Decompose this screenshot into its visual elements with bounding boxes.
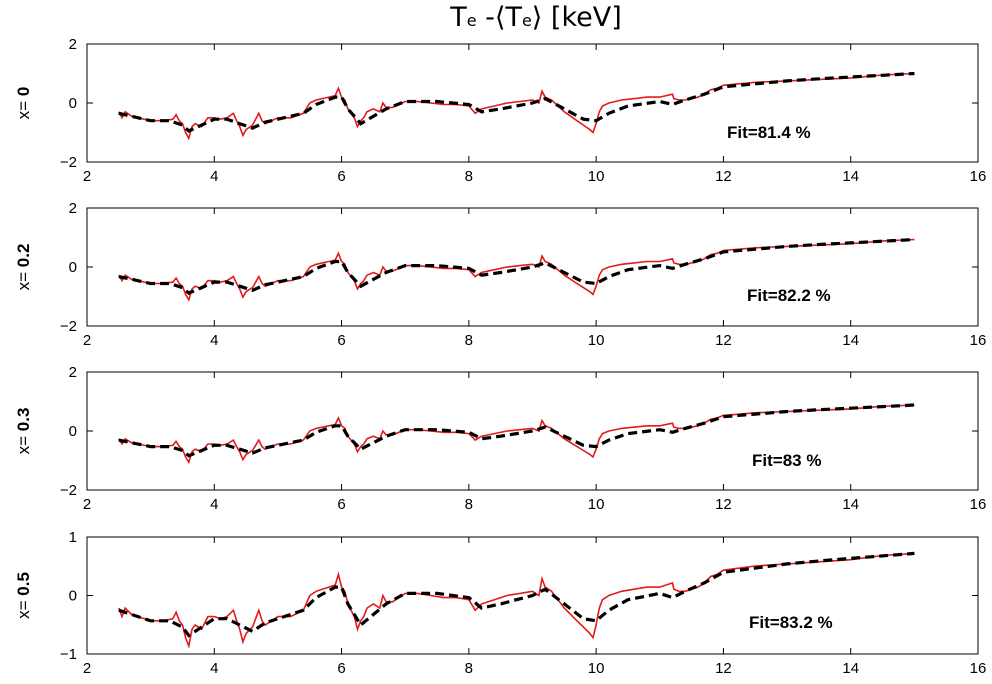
y-tick-label: 0 xyxy=(69,588,77,605)
series-line-measured xyxy=(118,552,915,649)
x-tick-label: 6 xyxy=(337,168,345,185)
x-tick-label: 16 xyxy=(970,496,987,513)
x-tick-label: 8 xyxy=(465,168,473,185)
y-tick-label: −2 xyxy=(60,482,77,499)
x-tick-label: 4 xyxy=(210,168,218,185)
y-label-prefix: x= xyxy=(14,431,33,454)
y-tick-label: 1 xyxy=(69,529,77,546)
x-tick-label: 2 xyxy=(83,168,91,185)
subplot-2: 2 4 6 8 10 12 14 16 −2 0 2 x= 0.2 Fit=82.2 % xyxy=(14,200,986,349)
subplot-4: 2 4 6 8 10 12 14 16 −1 0 1 x= 0.5 Fit=83.2 % xyxy=(14,529,986,677)
x-tick-label: 14 xyxy=(842,168,859,185)
x-tick-label: 12 xyxy=(715,168,732,185)
x-tick-label: 10 xyxy=(588,660,605,677)
x-tick-label: 16 xyxy=(970,168,987,185)
subplot-1: 2 4 6 8 10 12 14 16 −2 0 2 x= 0 Fit=81.4 % xyxy=(14,36,986,185)
series-line-measured xyxy=(118,72,915,141)
x-tick-label: 2 xyxy=(83,332,91,349)
x-tick-label: 16 xyxy=(970,332,987,349)
y-tick-label: 2 xyxy=(69,364,77,381)
y-axis-label: x= 0.3 xyxy=(14,408,33,455)
y-label-value: 0.2 xyxy=(14,244,33,268)
x-tick-label: 10 xyxy=(588,496,605,513)
y-tick-label: 0 xyxy=(69,259,77,276)
series-line-fit xyxy=(118,238,915,295)
x-tick-label: 2 xyxy=(83,496,91,513)
x-tick-label: 12 xyxy=(715,496,732,513)
x-tick-label: 14 xyxy=(842,332,859,349)
x-tick-label: 4 xyxy=(210,332,218,349)
fit-annotation: Fit=81.4 % xyxy=(727,123,811,142)
y-label-prefix: x= xyxy=(14,267,33,290)
fit-annotation: Fit=83 % xyxy=(752,451,821,470)
fit-annotation: Fit=83.2 % xyxy=(749,613,833,632)
x-tick-label: 8 xyxy=(465,660,473,677)
x-tick-label: 14 xyxy=(842,496,859,513)
x-tick-label: 8 xyxy=(465,332,473,349)
y-axis-label: x= 0.2 xyxy=(14,244,33,291)
y-axis-label: x= 0 xyxy=(14,87,33,120)
series-line-fit xyxy=(118,403,915,458)
y-tick-label: −2 xyxy=(60,154,77,171)
y-label-value: 0.3 xyxy=(14,408,33,432)
series-line-fit xyxy=(118,551,915,638)
y-tick-label: −2 xyxy=(60,318,77,335)
x-tick-label: 12 xyxy=(715,332,732,349)
y-tick-label: 2 xyxy=(69,200,77,217)
x-tick-label: 2 xyxy=(83,660,91,677)
y-label-value: 0.5 xyxy=(14,572,33,596)
y-tick-label: −1 xyxy=(60,646,77,663)
x-tick-label: 6 xyxy=(337,660,345,677)
x-tick-label: 10 xyxy=(588,332,605,349)
x-tick-label: 4 xyxy=(210,496,218,513)
x-tick-label: 6 xyxy=(337,332,345,349)
x-tick-label: 6 xyxy=(337,496,345,513)
y-label-prefix: x= xyxy=(14,596,33,619)
y-tick-label: 0 xyxy=(69,95,77,112)
series-line-fit xyxy=(118,71,915,133)
x-tick-label: 4 xyxy=(210,660,218,677)
x-tick-label: 8 xyxy=(465,496,473,513)
y-label-prefix: x= xyxy=(14,96,33,119)
y-axis-label: x= 0.5 xyxy=(14,572,33,619)
y-label-value: 0 xyxy=(14,87,33,96)
axes-frame xyxy=(86,207,979,327)
x-tick-label: 16 xyxy=(970,660,987,677)
x-tick-label: 14 xyxy=(842,660,859,677)
x-tick-label: 12 xyxy=(715,660,732,677)
chart-title: Te -⟨Te⟩ [keV] xyxy=(450,2,622,33)
y-tick-label: 0 xyxy=(69,423,77,440)
x-tick-label: 10 xyxy=(588,168,605,185)
subplot-3: 2 4 6 8 10 12 14 16 −2 0 2 x= 0.3 Fit=83 % xyxy=(14,364,986,513)
y-tick-label: 2 xyxy=(69,36,77,53)
fit-annotation: Fit=82.2 % xyxy=(747,286,831,305)
